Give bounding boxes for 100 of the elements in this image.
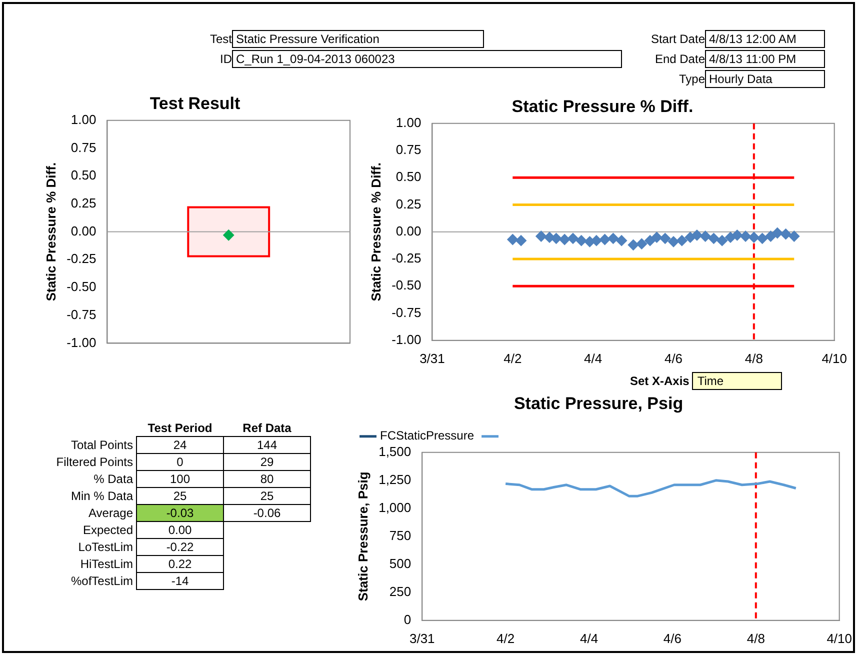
point [636,238,648,250]
point [660,232,671,244]
x-tick-label: 4/6 [664,350,683,366]
point [765,230,776,242]
point [788,230,800,242]
y-tick-label: -0.50 [66,279,96,294]
point [691,230,702,241]
point [550,232,562,244]
category-label: Filtered Points [55,454,134,470]
y-tick-label: 1,500 [378,444,412,459]
point [567,232,578,244]
x-tick-label: 3/31 [420,350,445,366]
y-tick-label: -0.25 [392,250,422,266]
point [676,235,688,246]
x-tick-label: 4/10 [822,350,848,366]
x-tick-label: 4/6 [663,630,682,646]
y-tick-label: 0.75 [70,140,96,155]
text: Type [678,72,706,86]
legend-label: FCStaticPressure [380,428,474,443]
y-tick-label: -1.00 [392,332,422,347]
data-label: 0.22 [136,556,224,572]
point [616,235,628,246]
text: Time [692,372,782,390]
y-tick-label: -0.75 [392,304,422,320]
text: C_Run 1_09-04-2013 060023 [232,50,622,68]
text: End Date [654,52,706,66]
text: Hourly Data [705,70,825,88]
y-tick-label: 0 [404,612,412,627]
x-tick-label: 4/2 [496,630,515,646]
y-tick-label: 0.50 [396,169,422,184]
x-tick-label: 4/2 [504,350,522,366]
category-label: HiTestLim [79,556,134,572]
point [507,234,518,245]
data-label: 0 [136,454,224,470]
data-label: 24 [136,436,224,454]
y-tick-label: 0.00 [70,223,96,238]
category-label: Expected [82,522,134,538]
data-label: -0.03 [136,504,224,522]
y-tick-label: 1.00 [396,114,422,130]
point [516,235,527,246]
chart-title: Static Pressure, Psig [514,394,684,413]
y-tick-label: 750 [389,528,412,543]
y-tick-label: 0.25 [70,196,96,211]
category-label: LoTestLim [77,539,134,556]
category-label: Average [88,505,134,522]
y-tick-label: 0.25 [396,196,422,212]
data-label: -14 [136,572,224,590]
point [740,230,752,242]
point [599,234,610,245]
y-tick-label: 1,250 [378,472,412,487]
data-label: 25 [136,488,224,504]
data-label: 144 [224,436,310,454]
category-label: % Data [92,471,134,488]
category-label: %ofTestLim [70,573,134,590]
point [668,236,679,248]
y-tick-label: -0.25 [66,251,96,266]
x-tick-label: 4/10 [826,630,852,646]
y-tick-label: -0.50 [392,278,422,293]
data-label: 0.00 [136,522,224,538]
point [708,232,720,244]
text: Test Period [146,420,214,436]
data-label: -0.22 [136,538,224,556]
point [756,232,768,244]
x-tick-label: 4/4 [584,350,602,366]
y-axis-title: Static Pressure, Psig [355,472,370,602]
y-tick-label: 250 [389,584,412,599]
data-label: 29 [224,454,310,470]
point [536,230,547,242]
point [716,235,728,246]
y-axis-title: Static Pressure % Diff. [368,162,384,302]
y-tick-label: 1.00 [70,112,96,127]
data-label: 100 [136,470,224,488]
text: Set X-Axis [630,373,690,390]
text: Start Date [650,32,706,46]
y-tick-label: 0.00 [396,223,422,238]
chart-title: Static Pressure % Diff. [512,96,694,116]
y-tick-label: -0.75 [66,306,96,322]
y-axis-title: Static Pressure % Diff. [43,162,58,302]
point [628,239,639,250]
point [608,232,619,244]
point [700,230,711,242]
text: 4/8/13 11:00 PM [705,50,825,68]
data-label: -0.06 [224,504,310,522]
x-tick-label: 4/8 [744,350,763,366]
text: 4/8/13 12:00 AM [705,30,825,48]
point [748,232,760,243]
x-tick-label: 4/4 [580,630,598,646]
chart-title: Test Result [150,94,241,113]
point [576,235,587,246]
point [559,234,570,245]
y-tick-label: 0.75 [396,142,422,158]
text: Static Pressure Verification [232,30,484,48]
y-tick-label: 500 [389,556,412,571]
y-tick-label: -1.00 [66,334,96,350]
text: Ref Data [242,420,292,436]
text: Test [208,32,233,46]
text: ID [219,52,233,66]
x-tick-label: 4/8 [746,630,765,646]
data-label: 80 [224,470,310,488]
y-tick-label: 1,000 [378,500,412,515]
